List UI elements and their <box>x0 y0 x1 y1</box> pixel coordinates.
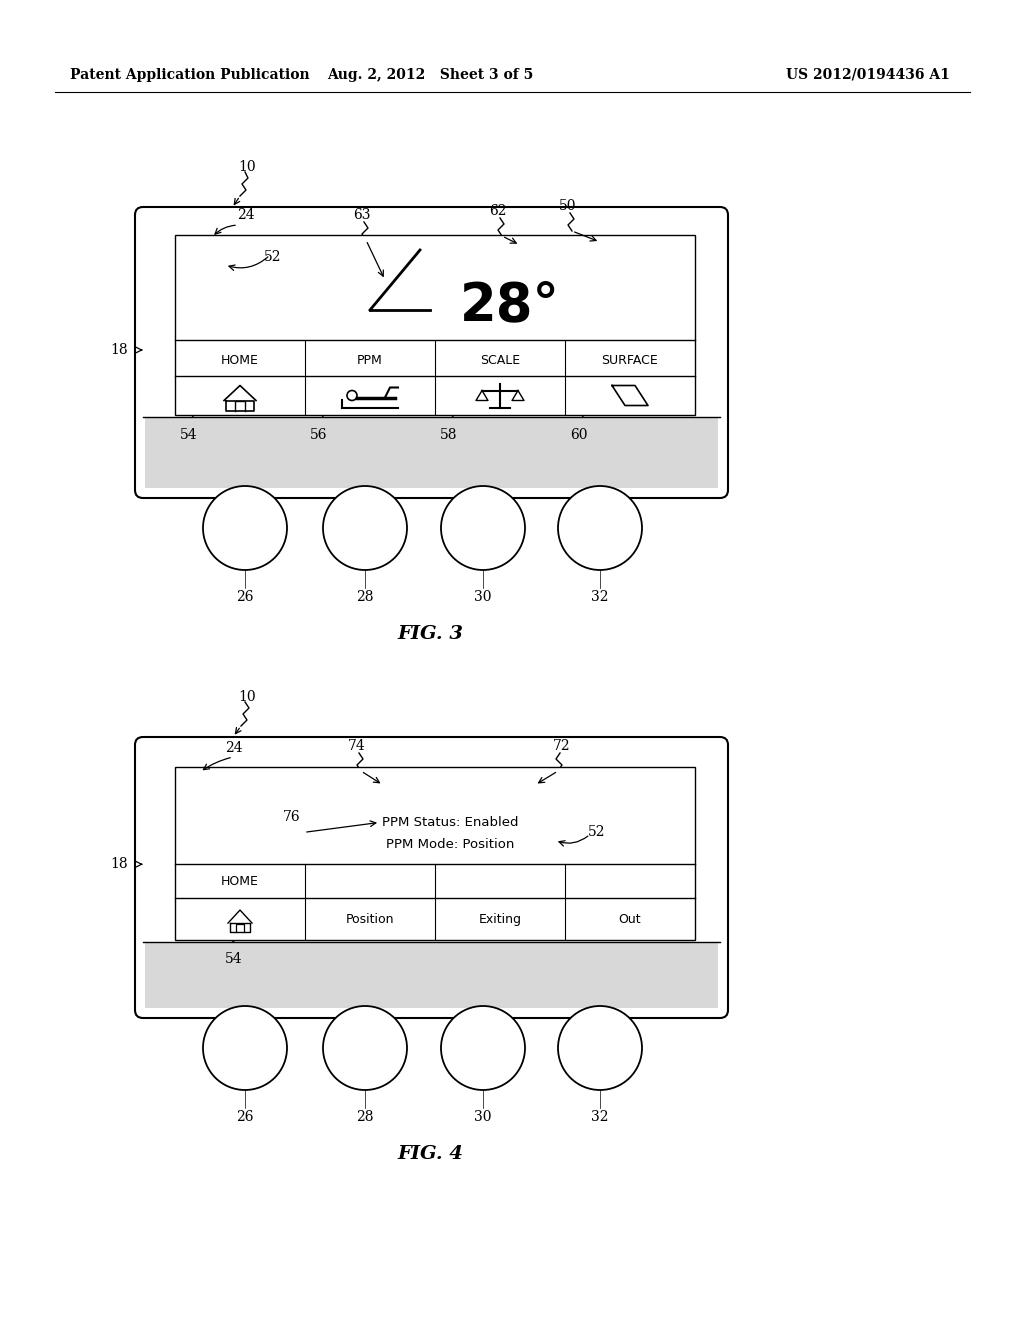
Text: 24: 24 <box>225 741 243 755</box>
Ellipse shape <box>347 391 357 400</box>
Text: 54: 54 <box>180 428 198 442</box>
Text: Position: Position <box>346 912 394 925</box>
Ellipse shape <box>441 1006 525 1090</box>
Text: 54: 54 <box>225 952 243 966</box>
Text: FIG. 3: FIG. 3 <box>397 624 463 643</box>
Bar <box>175 235 695 414</box>
Text: Out: Out <box>618 912 641 925</box>
Text: 56: 56 <box>310 428 328 442</box>
Text: 18: 18 <box>111 343 128 356</box>
Text: HOME: HOME <box>221 355 259 367</box>
Text: 30: 30 <box>474 590 492 605</box>
Text: 52: 52 <box>264 249 282 264</box>
Text: 26: 26 <box>237 590 254 605</box>
FancyBboxPatch shape <box>135 737 728 1018</box>
Text: 24: 24 <box>237 209 255 222</box>
Text: 30: 30 <box>474 1110 492 1125</box>
Ellipse shape <box>323 486 407 570</box>
Text: 60: 60 <box>570 428 588 442</box>
Text: 10: 10 <box>238 690 256 704</box>
Text: 52: 52 <box>588 825 605 840</box>
Bar <box>145 942 718 1008</box>
Bar <box>175 767 695 940</box>
Text: 10: 10 <box>238 160 256 174</box>
Text: Aug. 2, 2012   Sheet 3 of 5: Aug. 2, 2012 Sheet 3 of 5 <box>327 69 534 82</box>
Text: 62: 62 <box>489 205 507 218</box>
Ellipse shape <box>558 1006 642 1090</box>
FancyBboxPatch shape <box>135 207 728 498</box>
Ellipse shape <box>558 486 642 570</box>
Text: 32: 32 <box>591 590 608 605</box>
Text: Exiting: Exiting <box>478 912 521 925</box>
Text: 72: 72 <box>553 739 570 752</box>
Bar <box>145 417 718 488</box>
Text: HOME: HOME <box>221 875 259 887</box>
Text: 58: 58 <box>440 428 458 442</box>
Text: PPM Status: Enabled: PPM Status: Enabled <box>382 816 518 829</box>
Text: PPM Mode: Position: PPM Mode: Position <box>386 838 514 851</box>
Text: FIG. 4: FIG. 4 <box>397 1144 463 1163</box>
Text: SURFACE: SURFACE <box>602 355 658 367</box>
Ellipse shape <box>441 486 525 570</box>
Text: 76: 76 <box>283 810 300 825</box>
Text: US 2012/0194436 A1: US 2012/0194436 A1 <box>786 69 950 82</box>
Text: 28: 28 <box>356 1110 374 1125</box>
Text: 18: 18 <box>111 857 128 871</box>
Text: 28: 28 <box>356 590 374 605</box>
Text: PPM: PPM <box>357 355 383 367</box>
Text: 50: 50 <box>559 199 577 213</box>
Text: SCALE: SCALE <box>480 355 520 367</box>
Ellipse shape <box>203 1006 287 1090</box>
Text: 28°: 28° <box>460 279 560 331</box>
Text: 26: 26 <box>237 1110 254 1125</box>
Ellipse shape <box>203 486 287 570</box>
Text: Patent Application Publication: Patent Application Publication <box>70 69 309 82</box>
Ellipse shape <box>323 1006 407 1090</box>
Text: 74: 74 <box>348 739 366 752</box>
Text: 63: 63 <box>353 209 371 222</box>
Text: 32: 32 <box>591 1110 608 1125</box>
